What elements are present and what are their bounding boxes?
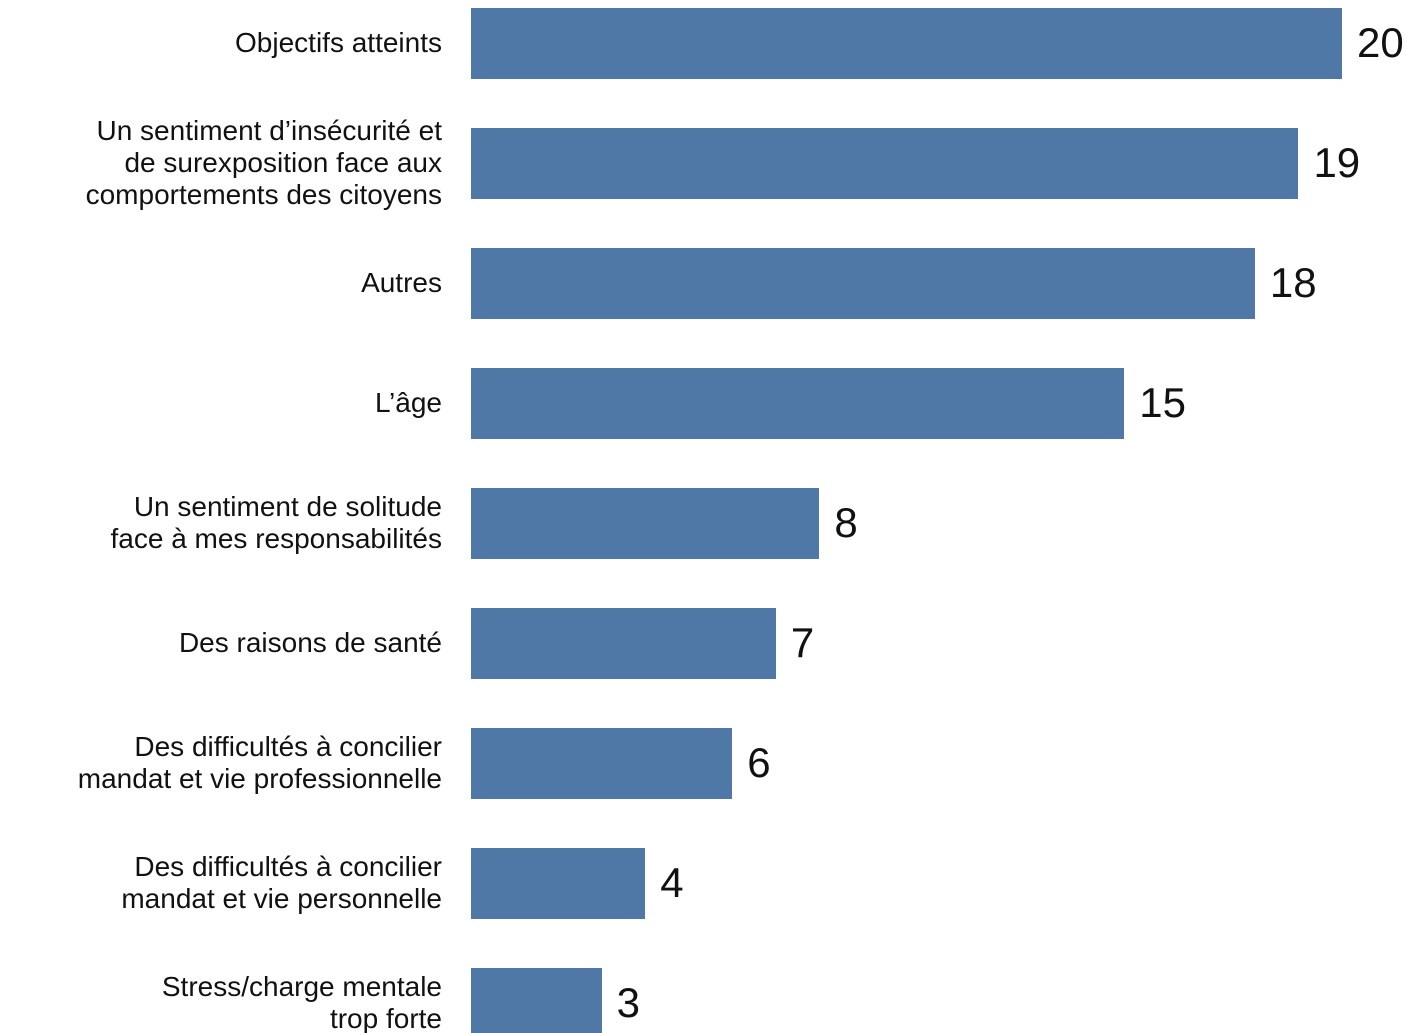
bar — [471, 127, 1299, 199]
bar — [471, 967, 602, 1033]
bar — [471, 247, 1255, 319]
value-label: 3 — [616, 979, 640, 1026]
bar — [471, 367, 1125, 439]
category-label: Stress/charge mentale trop forte — [161, 971, 442, 1033]
category-label: Autres — [361, 267, 442, 298]
value-label: 18 — [1269, 259, 1317, 306]
value-label: 7 — [790, 619, 815, 666]
value-label: 20 — [1357, 19, 1404, 66]
value-label: 4 — [660, 859, 684, 906]
category-label: Objectifs atteints — [235, 27, 442, 58]
category-label: Un sentiment d’insécurité et de surexpos… — [85, 115, 442, 210]
category-label: Des difficultés à concilier mandat et vi… — [77, 731, 442, 794]
value-label: 15 — [1139, 379, 1186, 426]
bar — [471, 487, 820, 559]
value-label: 8 — [834, 499, 858, 546]
bar — [471, 847, 646, 919]
category-label: Des raisons de santé — [178, 627, 442, 658]
value-label: 19 — [1313, 139, 1361, 186]
category-label: Un sentiment de solitude face à mes resp… — [110, 491, 442, 554]
bar — [471, 607, 776, 679]
category-label: Des difficultés à concilier mandat et vi… — [121, 851, 442, 914]
category-label: L’âge — [375, 387, 442, 418]
bar — [471, 727, 733, 799]
value-label: 6 — [747, 739, 771, 786]
bar — [471, 7, 1342, 79]
